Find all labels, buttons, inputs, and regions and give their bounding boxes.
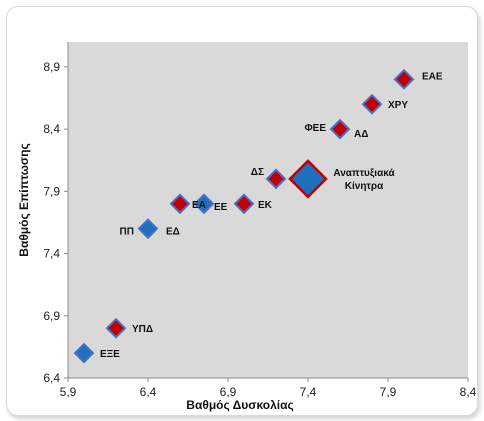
point-label: ΔΣ: [251, 167, 264, 178]
point-marker: [361, 93, 383, 115]
data-points: [73, 68, 415, 364]
x-tick-label: 8,4: [460, 385, 477, 399]
point-marker: [73, 342, 95, 364]
point-marker: [288, 159, 328, 199]
plot-area: [68, 42, 468, 378]
point-marker: [329, 118, 351, 140]
point-label: ΕΚ: [258, 200, 273, 211]
y-tick-label: 6,4: [43, 371, 60, 385]
point-marker: [393, 68, 415, 90]
point-label: ΦΕΕ: [304, 123, 326, 134]
point-label: ΧΡΥ: [388, 100, 408, 111]
y-tick-label: 6,9: [43, 309, 60, 323]
y-axis-ticks: 6,4 6,9 7,4 7,9 8,4 8,9: [43, 60, 68, 385]
point-label: Κίνητρα: [345, 181, 384, 192]
y-tick-label: 8,4: [43, 122, 60, 136]
y-tick-label: 8,9: [43, 60, 60, 74]
x-tick-label: 6,4: [140, 385, 157, 399]
point-label: ΕΑ: [192, 200, 206, 211]
x-tick-label: 5,9: [60, 385, 77, 399]
x-axis-ticks: 5,9 6,4 6,9 7,4 7,9 8,4: [60, 378, 477, 399]
point-marker: [169, 193, 191, 215]
point-marker: [193, 193, 215, 215]
point-label: ΕΔ: [166, 227, 180, 238]
point-marker: [233, 193, 255, 215]
y-tick-label: 7,4: [43, 247, 60, 261]
y-tick-label: 7,9: [43, 184, 60, 198]
point-label: ΑΔ: [354, 129, 368, 140]
x-tick-label: 6,9: [220, 385, 237, 399]
point-labels: ΕΞΕ ΥΠΔ ΠΠ ΕΔ ΕΑ ΕΕ ΕΚ ΔΣ Αναπτυξιακά Κίνητρα ΦΕΕ Α…: [100, 71, 443, 360]
x-axis-title: Βαθμός Δυσκολίας: [186, 398, 293, 412]
y-axis-title: Βαθμός Επίπτωσης: [17, 143, 31, 256]
point-label: ΕΞΕ: [100, 349, 120, 360]
point-label: ΕΕ: [214, 202, 228, 213]
point-label: ΕΑΕ: [422, 71, 443, 82]
x-tick-label: 7,4: [300, 385, 317, 399]
point-marker: [105, 317, 127, 339]
x-tick-label: 7,9: [380, 385, 397, 399]
point-marker: [137, 218, 159, 240]
point-label: Αναπτυξιακά: [333, 168, 395, 179]
point-marker: [265, 168, 287, 190]
point-label: ΥΠΔ: [132, 324, 153, 335]
point-label: ΠΠ: [120, 227, 134, 238]
